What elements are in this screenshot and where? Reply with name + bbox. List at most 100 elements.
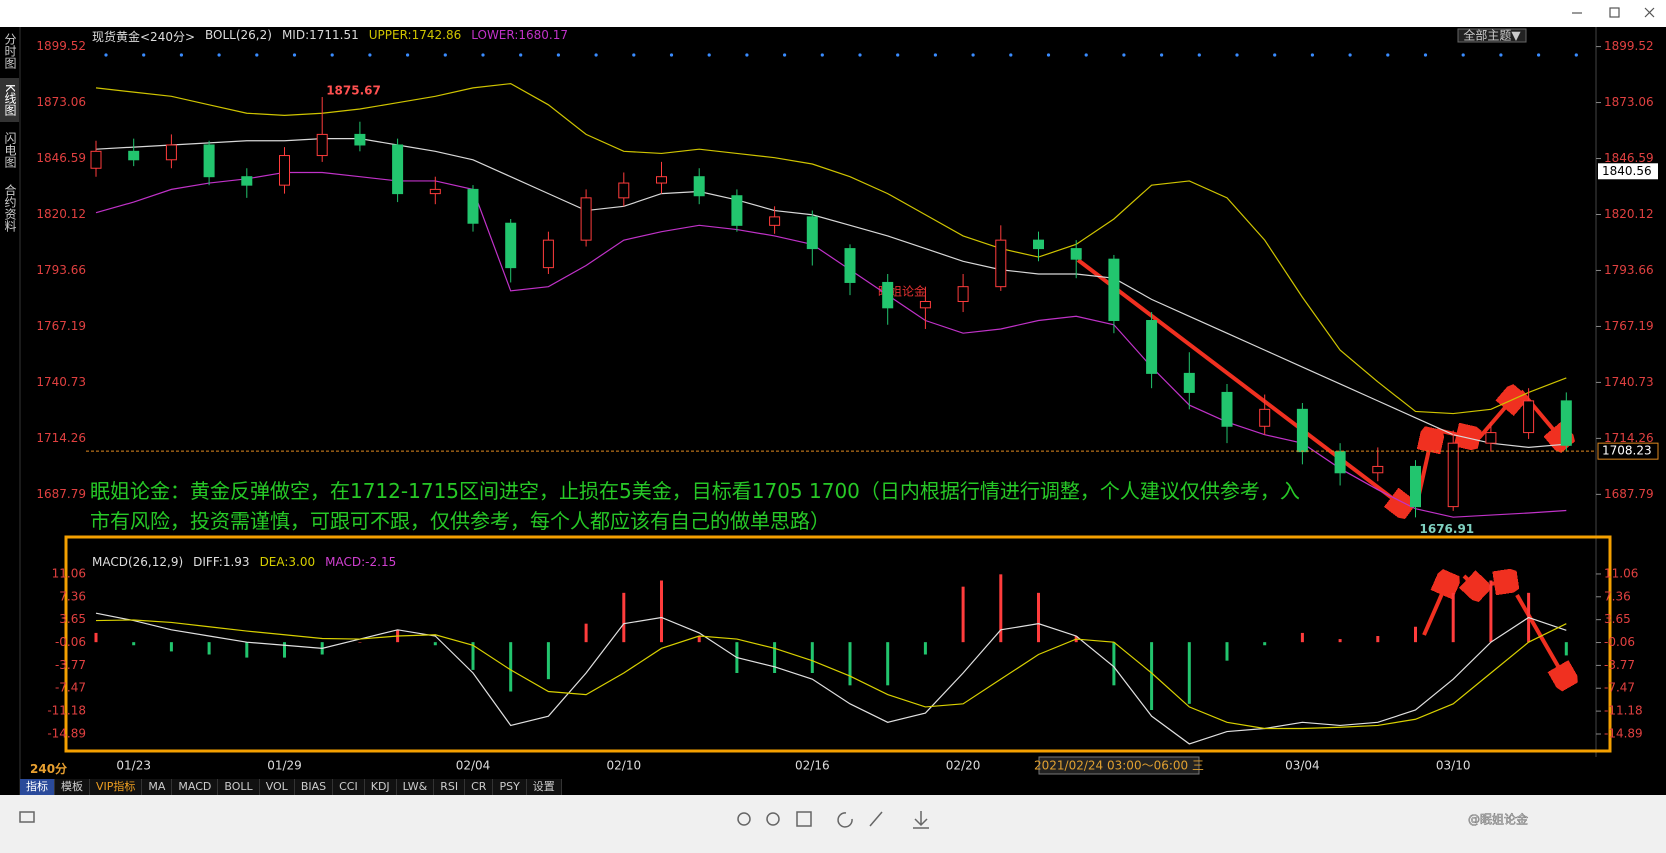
legend-item: MACD:-2.15 <box>325 555 397 569</box>
macd-bar <box>433 642 437 646</box>
sidebar-tab[interactable]: 闪电图 <box>3 132 17 168</box>
x-tick-label: 02/20 <box>946 759 981 773</box>
candle-body <box>128 150 140 161</box>
y-tick-label: -11.18 <box>47 704 86 718</box>
sidebar-tab[interactable]: K线图 <box>0 78 19 122</box>
tab[interactable]: KDJ <box>364 779 397 795</box>
tab[interactable]: BIAS <box>294 779 334 795</box>
y-tick-label: -11.18 <box>1604 704 1643 718</box>
period[interactable]: 240分 <box>30 762 68 776</box>
candle-body <box>1070 248 1082 260</box>
candle-body <box>316 133 328 157</box>
macd-bar <box>358 642 362 643</box>
tab[interactable]: CCI <box>333 779 365 795</box>
macd-bar <box>1451 592 1455 643</box>
tab[interactable]: VIP指标 <box>90 779 143 795</box>
y-tick-label: 1873.06 <box>36 95 86 109</box>
candle-body <box>1259 408 1271 427</box>
candle-body <box>957 286 969 302</box>
signal-dot <box>1348 53 1352 57</box>
download[interactable] <box>913 811 929 829</box>
macd-bar <box>1489 580 1493 643</box>
candle-body <box>1410 465 1421 508</box>
signal-dot <box>1310 53 1314 57</box>
sidebar-tab[interactable]: 合约资料 <box>3 184 17 232</box>
legend-item: MID:1711.51 <box>281 28 359 42</box>
fit[interactable] <box>796 811 812 827</box>
candle-body <box>806 216 818 250</box>
theme-button[interactable] <box>1457 28 1527 43</box>
y-tick-label: 1687.79 <box>1604 487 1654 501</box>
tab[interactable]: PSY <box>493 779 527 795</box>
sidebar-tab[interactable]: 分时图 <box>3 32 17 69</box>
macd-bar <box>584 623 588 643</box>
tab[interactable]: VOL <box>259 779 295 795</box>
tab[interactable]: CR <box>465 779 494 795</box>
tab[interactable]: 模板 <box>55 779 90 795</box>
macd-bar <box>132 642 136 646</box>
tab[interactable]: MACD <box>172 779 219 795</box>
y-tick-label: 1820.12 <box>1604 207 1654 221</box>
tab[interactable]: BOLL <box>218 779 260 795</box>
signal-dot <box>707 53 711 57</box>
signal-dot <box>292 53 297 57</box>
candle-body <box>1183 372 1195 393</box>
y-tick-label: 1687.79 <box>36 487 86 501</box>
macd-bar <box>169 642 173 652</box>
candle-body <box>844 248 856 283</box>
candle-body <box>203 144 215 178</box>
layout-icon[interactable] <box>19 811 35 823</box>
maximize[interactable] <box>1609 7 1620 18</box>
close[interactable] <box>1644 7 1655 18</box>
candle-body <box>90 150 102 169</box>
signal-dot <box>1386 53 1390 57</box>
macd-bar <box>1150 642 1154 710</box>
tab[interactable]: 设置 <box>526 779 562 795</box>
main-legend: 现货黄金<240分> BOLL(26,2) MID:1711.51 UPPER:1… <box>92 28 568 45</box>
refresh[interactable] <box>837 812 853 828</box>
macd-bar <box>1187 642 1191 704</box>
y-tick-label: -7.47 <box>1604 681 1635 695</box>
indicator-line <box>95 171 1567 518</box>
macd-bar <box>961 586 965 643</box>
signal-dot <box>896 53 900 57</box>
candle-body <box>882 281 894 309</box>
signal-dot <box>933 53 938 57</box>
macd-bar <box>1414 626 1417 643</box>
tab[interactable]: LW& <box>396 779 435 795</box>
signal-dot <box>1273 53 1277 57</box>
signal-dot <box>632 53 636 57</box>
legend-item: LOWER:1680.17 <box>471 28 569 42</box>
draw[interactable] <box>869 811 883 827</box>
zoom-in[interactable] <box>737 812 751 826</box>
signal-dot <box>1423 53 1428 57</box>
signal-dot <box>1574 53 1578 57</box>
signal-dot <box>1084 53 1088 57</box>
y-tick-label: 1899.52 <box>36 39 86 53</box>
highlight-box <box>64 535 1612 753</box>
y-tick-label: 1740.73 <box>36 375 86 389</box>
candle-body <box>279 155 290 186</box>
candle-body <box>1221 391 1233 427</box>
x-tick-label: 01/29 <box>267 759 302 773</box>
macd-bar <box>94 632 98 643</box>
candle-body <box>693 176 705 197</box>
tab[interactable]: RSI <box>434 779 466 795</box>
macd-bar <box>1037 592 1040 643</box>
y-tick-label: 1873.06 <box>1604 95 1654 109</box>
candle-body <box>241 176 253 186</box>
signal-dot <box>1046 53 1051 57</box>
tab[interactable]: MA <box>142 779 173 795</box>
candle-body <box>1447 442 1459 508</box>
signal-dot <box>971 53 975 57</box>
tab[interactable]: 指标 <box>20 779 55 795</box>
y-tick-label: -7.47 <box>55 681 86 695</box>
y-tick-label: -14.89 <box>47 726 86 740</box>
candle-body <box>1334 451 1346 474</box>
zoom-out[interactable] <box>766 812 780 826</box>
signal-dot <box>594 53 598 57</box>
candle-body <box>505 222 517 269</box>
y-tick-label: 7.36 <box>59 589 86 603</box>
instrument: 现货黄金<240分> <box>92 30 196 44</box>
